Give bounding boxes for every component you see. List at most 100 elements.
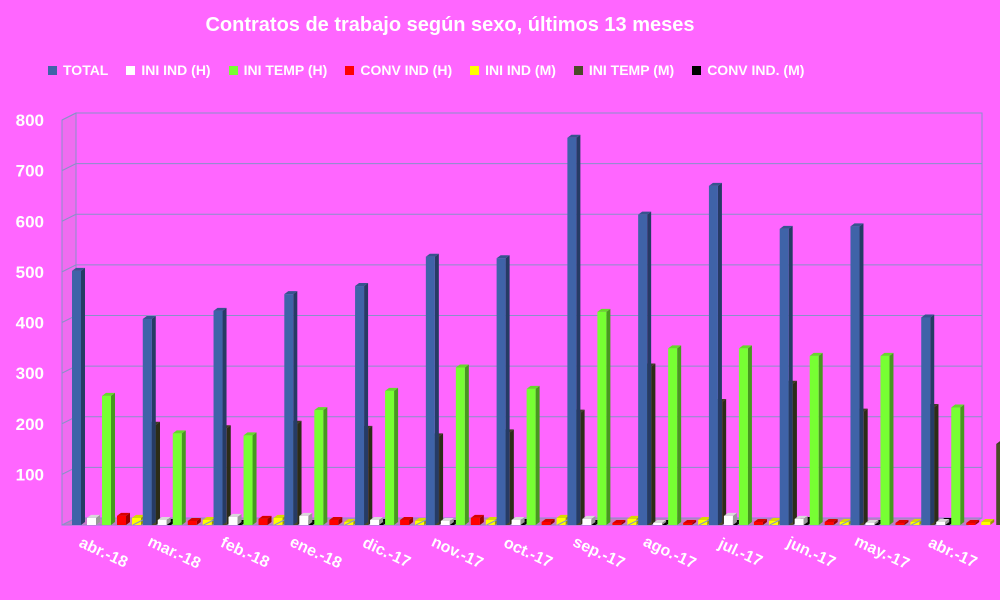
bar-ini-temp-m-jun-17-side <box>863 408 868 525</box>
bar-ini-ind-m-abr-17-side <box>990 518 995 525</box>
y-tick-label-500: 500 <box>16 263 44 282</box>
bar-ini-temp-h-sep-17-side <box>606 308 611 525</box>
bar-total-ago-17-top <box>638 211 652 215</box>
bar-ini-ind-h-jun-17 <box>794 518 804 525</box>
bar-conv-ind-h-ago-17 <box>683 522 693 525</box>
bar-ini-temp-h-abr-18-top <box>102 392 115 396</box>
bar-total-may-17 <box>850 226 860 525</box>
bar-total-may-17-top <box>850 223 864 227</box>
bar-ini-ind-h-feb-18 <box>228 516 238 525</box>
bar-ini-ind-h-abr-18 <box>87 517 96 525</box>
bar-ini-ind-h-ene-18 <box>299 515 309 525</box>
bar-ini-temp-m-abr-18-side <box>156 421 160 525</box>
bar-ini-temp-h-feb-18-top <box>243 432 257 436</box>
legend-label-ini-temp-h: INI TEMP (H) <box>243 62 328 78</box>
bar-ini-temp-h-ago-17-top <box>668 345 682 349</box>
bar-ini-temp-h-jun-17-top <box>809 352 823 356</box>
legend-label-ini-ind-m: INI IND (M) <box>485 62 556 78</box>
legend-label-conv-ind-h: CONV IND (H) <box>360 62 453 78</box>
bar-ini-temp-m-oct-17-side <box>580 409 585 525</box>
bar-total-sep-17 <box>567 137 577 525</box>
bar-conv-ind-h-dic-17-top <box>400 516 414 520</box>
bar-ini-temp-m-dic-17-side <box>439 433 444 525</box>
bar-ini-temp-h-may-17-top <box>880 352 894 356</box>
bar-ini-temp-h-dic-17-side <box>394 387 399 525</box>
bar-ini-ind-h-sep-17 <box>582 518 592 525</box>
x-tick-label-jul-17: jul.-17 <box>715 535 765 570</box>
bar-total-jul-17-side <box>717 182 722 525</box>
bar-total-ago-17 <box>638 214 648 525</box>
bar-conv-ind-h-jul-17-top <box>753 518 767 522</box>
gridline-depth-600 <box>61 213 77 222</box>
gridline-depth-500 <box>61 264 77 273</box>
bar-ini-ind-m-ago-17-top <box>698 516 712 520</box>
bar-ini-ind-h-dic-17 <box>370 519 380 525</box>
bar-total-jun-17 <box>779 228 789 525</box>
bar-conv-ind-h-ene-18-top <box>329 516 343 520</box>
y-tick-label-100: 100 <box>16 465 44 484</box>
bar-ini-temp-h-mar-18-top <box>172 430 186 434</box>
legend-swatch-ini-ind-h <box>126 65 136 75</box>
legend-swatch-total <box>48 65 57 75</box>
legend-swatch-conv-ind-m <box>692 65 702 75</box>
bar-ini-temp-m-ene-18-side <box>368 425 373 525</box>
bar-conv-ind-h-sep-17-top <box>612 519 626 523</box>
bar-ini-ind-h-ago-17-side <box>662 519 667 525</box>
bar-conv-ind-h-abr-17-top <box>966 519 980 523</box>
bar-conv-ind-h-nov-17-side <box>479 514 484 525</box>
legend-swatch-ini-temp-m <box>573 65 583 75</box>
bar-total-oct-17-side <box>505 255 510 526</box>
bar-ini-temp-m-ago-17-side <box>722 398 727 525</box>
bar-ini-ind-h-may-17-side <box>874 519 879 525</box>
bar-ini-temp-h-jun-17-side <box>818 352 823 525</box>
x-tick-label-mar-18: mar.-18 <box>145 533 203 572</box>
x-tick-label-ago-17: ago.-17 <box>640 533 698 572</box>
bar-total-feb-18 <box>213 310 223 525</box>
bar-ini-ind-m-oct-17 <box>556 517 566 525</box>
bar-total-may-17-side <box>859 223 864 525</box>
bar-conv-ind-h-abr-18 <box>117 515 126 525</box>
bar-conv-ind-h-ago-17-top <box>683 519 697 523</box>
bar-ini-temp-h-sep-17 <box>597 311 607 525</box>
bar-ini-temp-h-sep-17-top <box>597 308 611 312</box>
bar-ini-ind-m-nov-17-top <box>485 516 499 520</box>
x-tick-label-feb-18: feb.-18 <box>218 534 272 571</box>
bar-conv-ind-h-jun-17-top <box>824 518 838 522</box>
bar-ini-temp-h-ene-18-top <box>314 407 328 411</box>
bar-conv-ind-h-dic-17 <box>400 519 410 525</box>
legend-label-ini-ind-h: INI IND (H) <box>141 62 211 78</box>
bar-total-dic-17 <box>355 286 365 525</box>
y-tick-label-600: 600 <box>16 212 44 231</box>
bar-ini-ind-h-abr-17-side <box>945 518 950 525</box>
bar-conv-ind-h-mar-18-side <box>196 517 201 525</box>
gridline-depth-700 <box>61 163 77 172</box>
bar-conv-ind-h-may-17-side <box>904 519 909 525</box>
bar-ini-temp-h-ago-17 <box>668 348 678 525</box>
bar-ini-temp-h-abr-18 <box>102 395 111 525</box>
bar-ini-temp-h-nov-17-top <box>455 364 469 368</box>
bar-conv-ind-h-ago-17-side <box>692 519 697 525</box>
gridline-depth-800 <box>61 112 77 121</box>
bar-ini-ind-m-may-17-top <box>910 518 924 522</box>
bar-ini-ind-h-jun-17-top <box>794 515 808 519</box>
bar-ini-ind-h-ago-17-top <box>653 519 667 523</box>
bar-ini-ind-h-ene-18-side <box>308 512 313 525</box>
bar-ini-temp-h-oct-17-top <box>526 385 540 389</box>
bar-ini-ind-h-oct-17-top <box>511 516 525 520</box>
bar-ini-ind-h-dic-17-top <box>370 516 384 520</box>
bar-total-ene-18-side <box>293 291 298 525</box>
bar-conv-ind-h-may-17 <box>895 522 905 525</box>
bar-ini-ind-h-nov-17-top <box>440 517 454 521</box>
bar-ini-temp-h-abr-17-side <box>960 404 965 525</box>
bar-ini-temp-h-feb-18 <box>243 435 253 525</box>
bar-ini-ind-m-mar-18-top <box>202 516 216 520</box>
legend-label-total: TOTAL <box>63 62 109 78</box>
bar-total-nov-17-top <box>425 253 439 257</box>
bar-ini-ind-h-abr-17 <box>936 521 946 525</box>
bar-ini-ind-m-abr-17 <box>981 521 991 525</box>
bar-ini-temp-h-oct-17 <box>526 388 536 525</box>
bar-total-jul-17-top <box>708 182 722 186</box>
bar-ini-temp-h-jul-17 <box>738 348 748 525</box>
bar-ini-temp-h-ene-18-side <box>323 407 328 525</box>
bar-ini-temp-m-abr-17 <box>996 444 1000 525</box>
